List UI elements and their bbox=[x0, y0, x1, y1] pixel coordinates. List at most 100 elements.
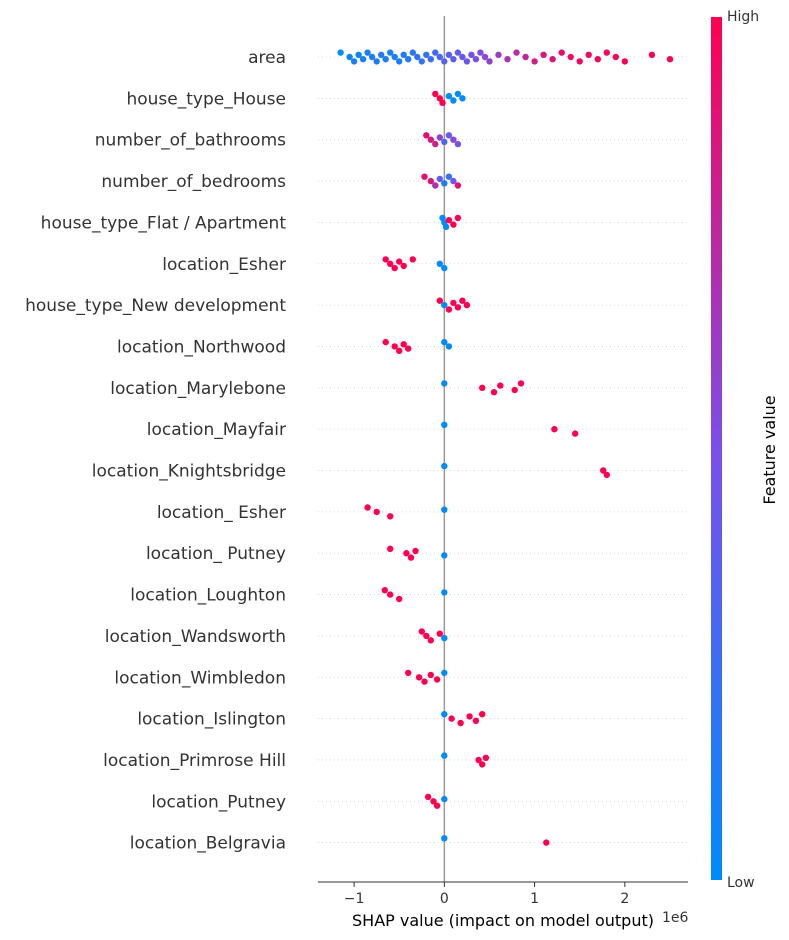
shap-point bbox=[368, 53, 376, 61]
shap-point bbox=[459, 53, 466, 61]
shap-point bbox=[463, 58, 471, 65]
shap-point bbox=[427, 56, 434, 63]
shap-point bbox=[479, 711, 486, 718]
feature-label: area bbox=[248, 48, 286, 68]
shap-point bbox=[355, 51, 362, 58]
x-tick-label: 1 bbox=[530, 891, 539, 907]
shap-point bbox=[373, 58, 380, 65]
shap-point bbox=[572, 430, 579, 437]
shap-point bbox=[432, 140, 439, 148]
x-tick-label: 0 bbox=[440, 891, 449, 907]
shap-point bbox=[381, 587, 388, 594]
shap-point bbox=[382, 338, 389, 346]
shap-point bbox=[603, 49, 610, 56]
shap-point bbox=[423, 51, 430, 58]
shap-point bbox=[481, 53, 489, 61]
shap-point bbox=[454, 49, 462, 56]
shap-point bbox=[482, 754, 490, 761]
shap-point bbox=[448, 715, 455, 722]
feature-label: location_Northwood bbox=[117, 337, 286, 357]
x-tick-label: 2 bbox=[620, 891, 629, 907]
feature-label: location_Islington bbox=[137, 710, 286, 730]
shap-point bbox=[540, 51, 547, 58]
shap-point bbox=[495, 51, 502, 58]
shap-point bbox=[441, 380, 448, 387]
shap-point bbox=[445, 173, 453, 180]
shap-point bbox=[415, 674, 423, 681]
shap-point bbox=[405, 669, 412, 677]
shap-point bbox=[445, 132, 453, 139]
shap-point bbox=[432, 90, 439, 98]
shap-point bbox=[441, 711, 448, 718]
x-axis-title: SHAP value (impact on model output) bbox=[352, 911, 654, 930]
shap-point bbox=[450, 56, 457, 63]
shap-point bbox=[648, 51, 656, 58]
shap-point bbox=[427, 671, 434, 679]
shap-point bbox=[359, 56, 367, 63]
colorbar-title: Feature value bbox=[760, 395, 779, 504]
shap-point bbox=[466, 713, 473, 720]
shap-point bbox=[391, 53, 398, 61]
shap-point bbox=[350, 58, 358, 65]
shap-point bbox=[364, 49, 371, 56]
shap-point bbox=[382, 56, 389, 63]
shap-point bbox=[513, 49, 520, 56]
feature-label: house_type_New development bbox=[25, 296, 286, 316]
feature-label: location_ Putney bbox=[146, 544, 286, 564]
shap-point bbox=[441, 506, 448, 513]
feature-label: number_of_bedrooms bbox=[101, 172, 286, 192]
shap-point bbox=[445, 217, 453, 224]
shap-point bbox=[346, 53, 353, 61]
shap-point bbox=[421, 173, 428, 180]
shap-point bbox=[396, 347, 403, 354]
shap-point bbox=[412, 547, 419, 555]
shap-point bbox=[396, 258, 403, 265]
shap-point bbox=[409, 49, 416, 56]
shap-point bbox=[454, 140, 462, 148]
shap-point bbox=[387, 49, 394, 56]
feature-label: house_type_House bbox=[126, 89, 286, 109]
shap-point bbox=[441, 752, 448, 759]
shap-point bbox=[594, 56, 601, 63]
shap-point bbox=[391, 343, 398, 350]
feature-label: location_Marylebone bbox=[110, 379, 286, 399]
feature-label: location_Knightsbridge bbox=[92, 462, 286, 482]
shap-point bbox=[439, 99, 446, 107]
shap-point bbox=[472, 717, 480, 724]
shap-point bbox=[531, 58, 538, 65]
shap-point bbox=[454, 214, 462, 222]
shap-point bbox=[414, 53, 421, 61]
feature-label: location_Esher bbox=[162, 255, 286, 275]
shap-point bbox=[418, 628, 425, 635]
feature-label: location_Primrose Hill bbox=[103, 751, 286, 771]
shap-point bbox=[430, 798, 437, 805]
shap-point bbox=[450, 97, 457, 104]
colorbar-high-label: High bbox=[727, 9, 759, 25]
shap-point bbox=[364, 504, 371, 511]
shap-point bbox=[450, 299, 457, 307]
shap-point bbox=[441, 589, 448, 596]
feature-label: location_Mayfair bbox=[147, 420, 286, 440]
shap-point bbox=[441, 795, 448, 803]
feature-label: location_Putney bbox=[151, 792, 286, 812]
shap-point bbox=[409, 256, 416, 263]
shap-point bbox=[600, 467, 607, 474]
shap-point bbox=[387, 513, 394, 520]
shap-point bbox=[436, 134, 443, 141]
shap-point bbox=[576, 58, 583, 65]
shap-point bbox=[445, 51, 453, 58]
shap-point bbox=[441, 180, 448, 187]
shap-point bbox=[441, 634, 448, 642]
shap-point bbox=[441, 58, 448, 65]
shap-point bbox=[396, 58, 403, 65]
shap-point bbox=[441, 338, 448, 346]
feature-label: location_Loughton bbox=[130, 586, 286, 606]
shap-point bbox=[400, 341, 407, 348]
shap-point bbox=[459, 297, 466, 304]
shap-point bbox=[387, 260, 394, 267]
shap-point bbox=[441, 421, 448, 428]
shap-point bbox=[423, 632, 430, 640]
shap-point bbox=[436, 630, 443, 637]
shap-point bbox=[396, 595, 403, 603]
shap-point bbox=[436, 53, 443, 61]
